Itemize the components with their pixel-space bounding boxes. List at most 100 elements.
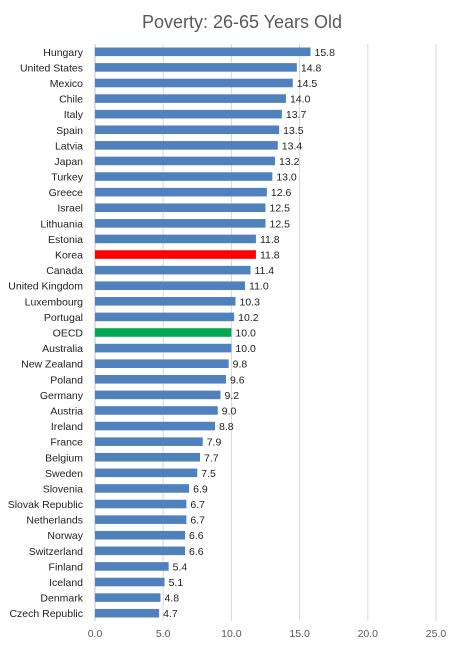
bar-latvia [95, 141, 278, 150]
data-label: 9.0 [222, 405, 237, 417]
bar-hungary [95, 47, 311, 57]
category-label: Czech Republic [9, 608, 83, 620]
bar-australia [95, 343, 232, 353]
bar-slovenia [95, 484, 190, 493]
data-label: 6.7 [190, 515, 205, 527]
data-label: 7.5 [201, 468, 216, 480]
bar-chile [95, 94, 286, 103]
data-label: 12.5 [270, 203, 291, 215]
bar-portugal [95, 312, 235, 322]
data-labels: 15.8 14.8 14.5 14.0 13.7 13.5 13.4 13.2 13.0 12.6… [163, 47, 335, 620]
category-label: Finland [49, 561, 84, 573]
category-label: New Zealand [21, 359, 83, 371]
data-label: 13.7 [286, 109, 307, 121]
category-label: Australia [42, 343, 83, 355]
x-tick-label: 20.0 [358, 628, 379, 640]
data-label: 9.2 [224, 390, 239, 402]
data-label: 12.5 [270, 218, 291, 230]
data-label: 10.0 [235, 343, 256, 355]
category-label: United Kingdom [8, 281, 83, 293]
data-label: 6.9 [193, 483, 208, 495]
category-label: Austria [50, 405, 83, 417]
data-label: 11.8 [260, 234, 280, 246]
data-label: 13.5 [283, 125, 304, 137]
bar-oecd [95, 328, 232, 337]
data-label: 14.8 [301, 62, 322, 74]
x-tick-label: 25.0 [426, 628, 447, 640]
category-label: Ireland [51, 421, 83, 433]
category-label: Norway [47, 530, 83, 542]
category-label: Germany [40, 390, 84, 402]
data-label: 7.9 [207, 437, 222, 449]
bar-japan [95, 156, 276, 166]
bar-sweden [95, 468, 198, 478]
bar-united-states [95, 63, 297, 72]
data-label: 11.8 [260, 250, 280, 262]
bar-germany [95, 390, 221, 400]
category-label: Canada [46, 265, 83, 277]
category-label: Israel [57, 203, 83, 215]
data-label: 4.8 [164, 593, 179, 605]
category-label: Slovak Republic [8, 499, 83, 511]
category-label: Spain [56, 125, 83, 137]
bar-poland [95, 374, 226, 384]
data-label: 7.7 [204, 452, 219, 464]
bar-new-zealand [95, 359, 229, 368]
bar-norway [95, 530, 186, 540]
data-label: 11.0 [249, 281, 269, 293]
category-label: Netherlands [26, 515, 83, 527]
category-label: Greece [49, 187, 84, 199]
category-label: Slovenia [43, 483, 83, 495]
data-label: 6.7 [190, 499, 205, 511]
x-axis-ticks: 0.0 5.0 10.0 15.0 20.0 25.0 [88, 628, 447, 640]
bar-korea [95, 250, 256, 259]
category-label: Belgium [45, 452, 83, 464]
category-label: Latvia [55, 140, 83, 152]
bar-ireland [95, 421, 216, 431]
data-label: 13.2 [279, 156, 300, 168]
bar-united-kingdom [95, 281, 246, 291]
data-label: 13.4 [282, 140, 303, 152]
x-tick-label: 10.0 [221, 628, 242, 640]
bars [95, 47, 311, 618]
data-label: 6.6 [189, 530, 204, 542]
category-label: Italy [64, 109, 84, 121]
bar-france [95, 437, 203, 446]
category-label: Hungary [43, 47, 83, 59]
chart-title: Poverty: 26-65 Years Old [142, 12, 342, 32]
bar-greece [95, 187, 267, 197]
data-label: 14.5 [297, 78, 318, 90]
category-label: Estonia [48, 234, 83, 246]
bar-netherlands [95, 515, 187, 524]
data-label: 10.0 [235, 328, 256, 340]
x-tick-label: 5.0 [156, 628, 171, 640]
category-label: France [50, 437, 83, 449]
category-label: Switzerland [29, 546, 83, 558]
bar-luxembourg [95, 297, 236, 306]
category-label: Denmark [40, 593, 83, 605]
data-label: 10.2 [238, 312, 259, 324]
data-label: 11.4 [254, 265, 274, 277]
data-label: 10.3 [239, 296, 260, 308]
data-label: 4.7 [163, 608, 178, 620]
data-label: 6.6 [189, 546, 204, 558]
data-label: 12.6 [271, 187, 292, 199]
category-label: Portugal [44, 312, 83, 324]
bar-israel [95, 203, 266, 213]
category-label: Japan [54, 156, 83, 168]
bar-lithuania [95, 219, 266, 228]
data-label: 15.8 [315, 47, 336, 59]
category-label: Turkey [51, 172, 83, 184]
x-tick-label: 0.0 [88, 628, 103, 640]
data-label: 5.4 [173, 561, 188, 573]
category-label: Poland [50, 374, 83, 386]
data-label: 8.8 [219, 421, 234, 433]
category-label: Korea [55, 250, 83, 262]
category-label: Mexico [50, 78, 83, 90]
bar-iceland [95, 577, 165, 587]
data-label: 9.8 [233, 359, 248, 371]
bar-switzerland [95, 546, 186, 556]
data-label: 13.0 [276, 172, 297, 184]
bar-slovak-republic [95, 499, 187, 509]
bar-spain [95, 125, 280, 135]
